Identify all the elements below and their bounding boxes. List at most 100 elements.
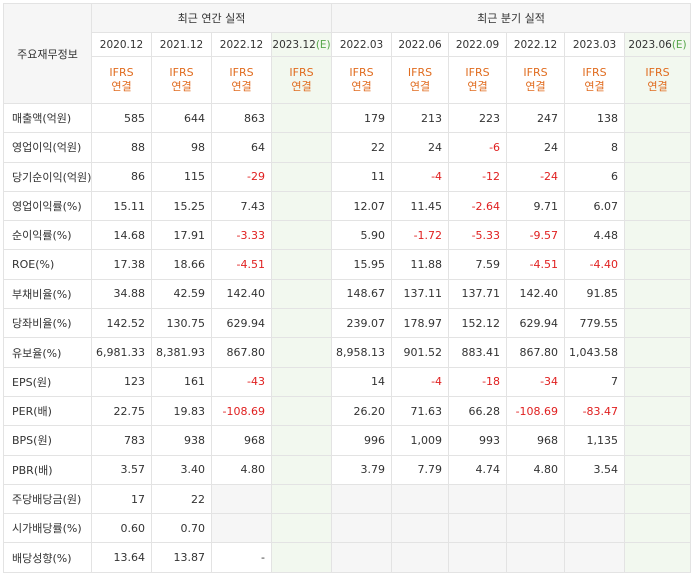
table-cell: -34 bbox=[506, 366, 566, 397]
table-cell: 213 bbox=[391, 102, 450, 134]
table-cell: 14.68 bbox=[91, 220, 152, 251]
table-cell: 4.80 bbox=[506, 454, 566, 485]
table-cell: 8,958.13 bbox=[331, 337, 393, 368]
period-2020-12: 2020.12 bbox=[91, 32, 152, 57]
table-cell: 585 bbox=[91, 102, 152, 134]
row-label: 주당배당금(원) bbox=[3, 483, 92, 515]
table-cell bbox=[211, 513, 272, 544]
table-cell: 13.64 bbox=[91, 542, 152, 573]
table-cell: 867.80 bbox=[506, 337, 566, 368]
table-cell: -4.40 bbox=[564, 249, 626, 280]
period-label: 2023.06 bbox=[628, 38, 672, 51]
table-cell: 137.71 bbox=[448, 278, 508, 310]
table-cell: 629.94 bbox=[506, 308, 566, 339]
row-label: PBR(배) bbox=[3, 454, 92, 485]
table-cell: 123 bbox=[91, 366, 152, 397]
table-row: 영업이익률(%) 15.11 15.25 7.43 12.07 11.45 -2.64 9.7… bbox=[3, 190, 692, 222]
row-label: ROE(%) bbox=[3, 249, 92, 280]
table-row: PER(배) 22.75 19.83 -108.69 26.20 71.63 66.28 -1… bbox=[3, 395, 692, 427]
table-cell: 17.91 bbox=[151, 220, 212, 251]
table-cell: 223 bbox=[448, 102, 508, 134]
ifrs-label: IFRS bbox=[582, 66, 607, 79]
period-2023-12: 2023.12(E) bbox=[270, 32, 333, 57]
ifrs-consolidated-label: IFRS 연결 bbox=[211, 56, 272, 104]
table-cell: 1,135 bbox=[564, 425, 626, 456]
ifrs-label: IFRS bbox=[349, 66, 374, 79]
table-cell: 11.45 bbox=[391, 190, 450, 222]
row-label: 순이익률(%) bbox=[3, 220, 92, 251]
table-cell bbox=[270, 190, 333, 222]
ifrs-consolidated-label: IFRS 연결 bbox=[448, 56, 508, 104]
table-cell: 8,381.93 bbox=[151, 337, 212, 368]
table-cell: 4.48 bbox=[564, 220, 626, 251]
table-cell: 239.07 bbox=[331, 308, 393, 339]
table-cell: 11.88 bbox=[391, 249, 450, 280]
table-cell: 993 bbox=[448, 425, 508, 456]
ifrs-consolidated-label: IFRS 연결 bbox=[391, 56, 450, 104]
row-label: 부채비율(%) bbox=[3, 278, 92, 310]
table-cell: 901.52 bbox=[391, 337, 450, 368]
table-row: 시가배당률(%) 0.60 0.70 bbox=[3, 513, 692, 544]
period-2021-12: 2021.12 bbox=[151, 32, 212, 57]
table-cell bbox=[624, 483, 692, 515]
ifrs-label: IFRS bbox=[169, 66, 194, 79]
table-cell: 7.43 bbox=[211, 190, 272, 222]
table-cell: -4 bbox=[391, 161, 450, 192]
table-cell: 12.07 bbox=[331, 190, 393, 222]
table-cell bbox=[270, 513, 333, 544]
row-label: 배당성향(%) bbox=[3, 542, 92, 573]
table-row: 순이익률(%) 14.68 17.91 -3.33 5.90 -1.72 -5.33 -9.5… bbox=[3, 220, 692, 251]
table-cell: 3.40 bbox=[151, 454, 212, 485]
period-2022-03: 2022.03 bbox=[331, 32, 393, 57]
table-cell: 42.59 bbox=[151, 278, 212, 310]
table-cell bbox=[624, 190, 692, 222]
table-cell: 883.41 bbox=[448, 337, 508, 368]
table-cell: 783 bbox=[91, 425, 152, 456]
row-label: 당기순이익(억원) bbox=[3, 161, 92, 192]
table-cell bbox=[331, 513, 393, 544]
table-cell bbox=[624, 366, 692, 397]
table-cell: 24 bbox=[506, 132, 566, 163]
table-cell bbox=[624, 161, 692, 192]
quarterly-header: 최근 분기 실적 bbox=[331, 3, 692, 33]
table-row: EPS(원) 123 161 -43 14 -4 -18 -34 7 bbox=[3, 366, 692, 397]
table-cell: 66.28 bbox=[448, 395, 508, 427]
table-cell bbox=[624, 454, 692, 485]
ifrs-consolidated-label: IFRS 연결 bbox=[624, 56, 692, 104]
table-row: BPS(원) 783 938 968 996 1,009 993 968 1,135 bbox=[3, 425, 692, 456]
table-cell: 17 bbox=[91, 483, 152, 515]
financial-rows: 매출액(억원) 585 644 863 179 213 223 247 138 영업이익(억원) 8… bbox=[3, 102, 692, 573]
table-cell bbox=[391, 513, 450, 544]
table-cell: 142.52 bbox=[91, 308, 152, 339]
period-label: 2022.12 bbox=[513, 38, 558, 51]
row-label: EPS(원) bbox=[3, 366, 92, 397]
period-header-row: 2020.12 2021.12 2022.12 2023.12(E) 2022.03 20… bbox=[4, 32, 692, 57]
estimate-mark: (E) bbox=[671, 38, 687, 51]
table-cell: -12 bbox=[448, 161, 508, 192]
table-cell: 71.63 bbox=[391, 395, 450, 427]
table-cell: 138 bbox=[564, 102, 626, 134]
table-cell: 178.97 bbox=[391, 308, 450, 339]
period-label: 2021.12 bbox=[159, 38, 204, 51]
table-cell: -2.64 bbox=[448, 190, 508, 222]
table-cell bbox=[270, 483, 333, 515]
ifrs-header-row: IFRS 연결 IFRS 연결 IFRS 연결 IFRS 연결 IFRS 연결 IFRS 연결 IFRS… bbox=[4, 56, 692, 104]
estimate-mark: (E) bbox=[315, 38, 331, 51]
table-cell bbox=[331, 542, 393, 573]
table-cell bbox=[624, 102, 692, 134]
period-label: 2023.03 bbox=[572, 38, 617, 51]
table-cell: 867.80 bbox=[211, 337, 272, 368]
ifrs-label: IFRS bbox=[109, 66, 134, 79]
table-cell bbox=[624, 542, 692, 573]
table-cell: 3.54 bbox=[564, 454, 626, 485]
table-cell: -4.51 bbox=[506, 249, 566, 280]
row-label: 영업이익(억원) bbox=[3, 132, 92, 163]
consolidated-label: 연결 bbox=[291, 80, 312, 93]
table-cell: 5.90 bbox=[331, 220, 393, 251]
period-label: 2020.12 bbox=[99, 38, 144, 51]
table-cell: 26.20 bbox=[331, 395, 393, 427]
table-row: 매출액(억원) 585 644 863 179 213 223 247 138 bbox=[3, 102, 692, 134]
table-cell: 3.57 bbox=[91, 454, 152, 485]
table-cell bbox=[270, 132, 333, 163]
table-cell: 3.79 bbox=[331, 454, 393, 485]
